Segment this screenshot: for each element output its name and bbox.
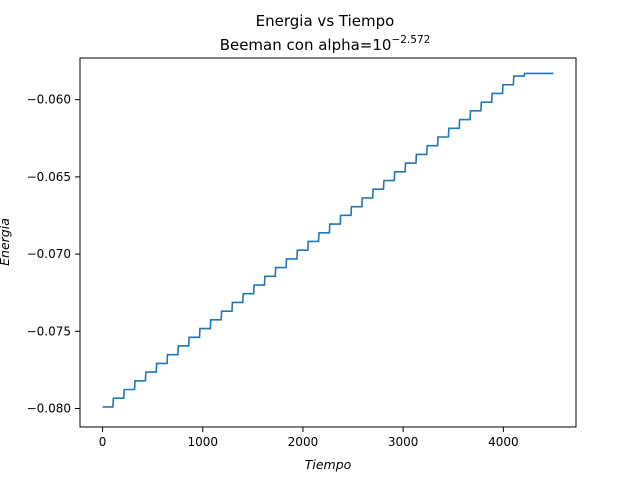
- plot-area: [102, 72, 554, 408]
- x-tick-label: 1000: [187, 435, 218, 449]
- chart-title: Energia vs Tiempo: [256, 12, 395, 30]
- y-tick-label: −0.065: [27, 170, 71, 184]
- chart-subtitle-exponent: −2.572: [391, 34, 430, 46]
- x-tick-label: 3000: [388, 435, 419, 449]
- y-tick-label: −0.060: [27, 93, 71, 107]
- axes-frame: [79, 57, 577, 428]
- x-axis-ticks: 0 1000 2000 3000 4000: [99, 427, 519, 449]
- series-line: [102, 72, 554, 408]
- y-axis-label: Energia: [0, 218, 12, 266]
- y-tick-label: −0.070: [27, 247, 71, 261]
- x-axis-label: Tiempo: [305, 457, 352, 472]
- y-axis-ticks: −0.080 −0.075 −0.070 −0.065 −0.060: [27, 93, 80, 415]
- x-tick-label: 4000: [488, 435, 519, 449]
- y-tick-label: −0.075: [27, 324, 71, 338]
- x-tick-label: 0: [99, 435, 107, 449]
- chart-subtitle-text: Beeman con alpha=10: [220, 36, 392, 54]
- y-tick-label: −0.080: [27, 401, 71, 415]
- chart-subtitle: Beeman con alpha=10−2.572: [220, 34, 431, 54]
- x-tick-label: 2000: [288, 435, 319, 449]
